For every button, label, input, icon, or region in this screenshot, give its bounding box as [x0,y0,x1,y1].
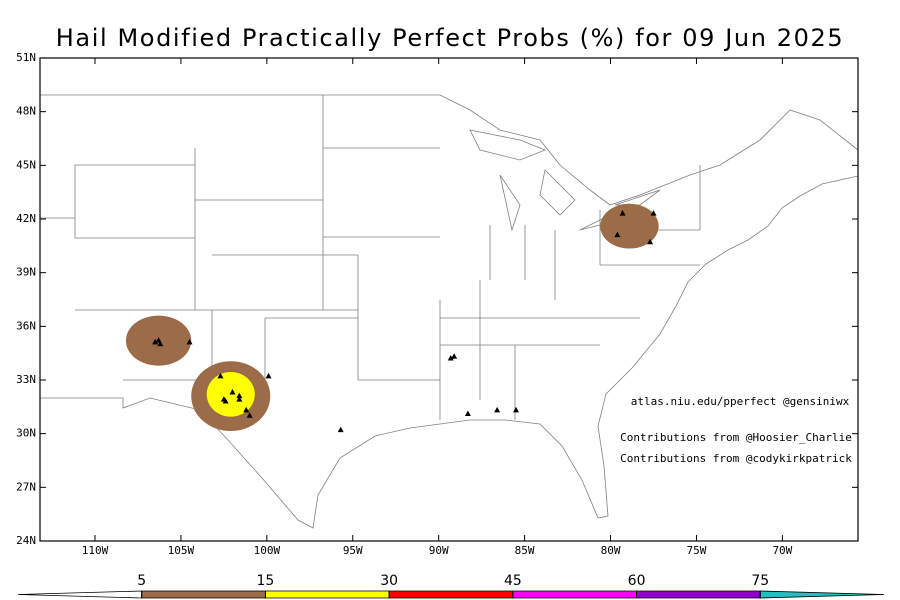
colorbar-segment [141,590,266,599]
coastline-border [40,175,859,529]
colorbar-segment [759,590,885,599]
hail-report [186,338,193,345]
hail-report [243,406,250,413]
colorbar-label: 5 [137,573,146,589]
lon-tick-label: 70W [772,544,792,557]
hail-report [155,337,162,343]
colorbar-segment [388,590,514,599]
map-background [40,58,858,541]
probability-contour [600,203,659,249]
hail-report [494,406,501,413]
lon-tick-label: 85W [515,544,535,557]
hail-report [246,412,253,418]
colorbar-segment [512,590,637,599]
lon-tick-label: 90W [429,544,449,557]
colorbar-label: 45 [504,573,522,589]
hail-report [619,210,626,216]
lon-tick-label: 75W [687,544,707,557]
map-frame [39,57,859,542]
hail-report [451,353,458,359]
contour-layer [125,203,659,431]
canada-border [40,94,859,206]
lon-tick-label: 110W [82,544,109,557]
lat-tick-label: 24N [16,534,36,547]
hail-report [614,231,621,238]
axis-ticks: 24N 27N 30N 33N 36N 39N 42N 45N 48N 51N 110W 105W 10… [16,51,858,557]
hail-report [447,355,454,361]
hail-report [229,389,236,395]
credit: atlas.niu.edu/pperfect @gensiniwx [631,395,850,408]
colorbar-segment [265,590,390,599]
lat-tick-label: 30N [16,427,36,440]
basemap [40,94,859,529]
lon-tick-label: 95W [343,544,363,557]
hail-report [152,338,159,345]
lat-tick-label: 27N [16,480,36,493]
lon-tick-label: 80W [601,544,621,557]
hail-report [222,397,229,404]
lon-tick-label: 100W [254,544,281,557]
colorbar-label: 60 [628,573,646,589]
lat-tick-label: 36N [16,319,36,332]
lat-tick-label: 39N [16,266,36,279]
credit: Contributions from @codykirkpatrick [620,452,852,465]
great-lakes [469,129,661,232]
colorbar: 5 15 30 45 60 75 [17,573,885,599]
colorbar-label: 30 [380,573,398,589]
hail-report [217,372,224,379]
colorbar-segment [17,590,143,599]
hail-report [647,238,654,245]
lat-tick-label: 45N [16,158,36,171]
title: Hail Modified Practically Perfect Probs … [56,24,844,52]
hail-report [236,396,243,402]
colorbar-label: 75 [751,573,769,589]
colorbar-label: 15 [257,573,275,589]
hail-report [236,392,243,399]
hail-report [337,426,344,433]
report-layer [152,210,657,433]
lat-tick-label: 42N [16,212,36,225]
lat-tick-label: 48N [16,105,36,118]
lon-tick-label: 105W [168,544,195,557]
hail-report [513,406,520,413]
hail-report [157,340,164,347]
hail-report [464,410,471,416]
hail-report [650,210,657,216]
lat-tick-label: 51N [16,51,36,64]
colorbar-segment [636,590,761,599]
hail-report [265,372,272,379]
credit: Contributions from @Hoosier_Charlie [620,431,852,444]
lat-tick-label: 33N [16,373,36,386]
